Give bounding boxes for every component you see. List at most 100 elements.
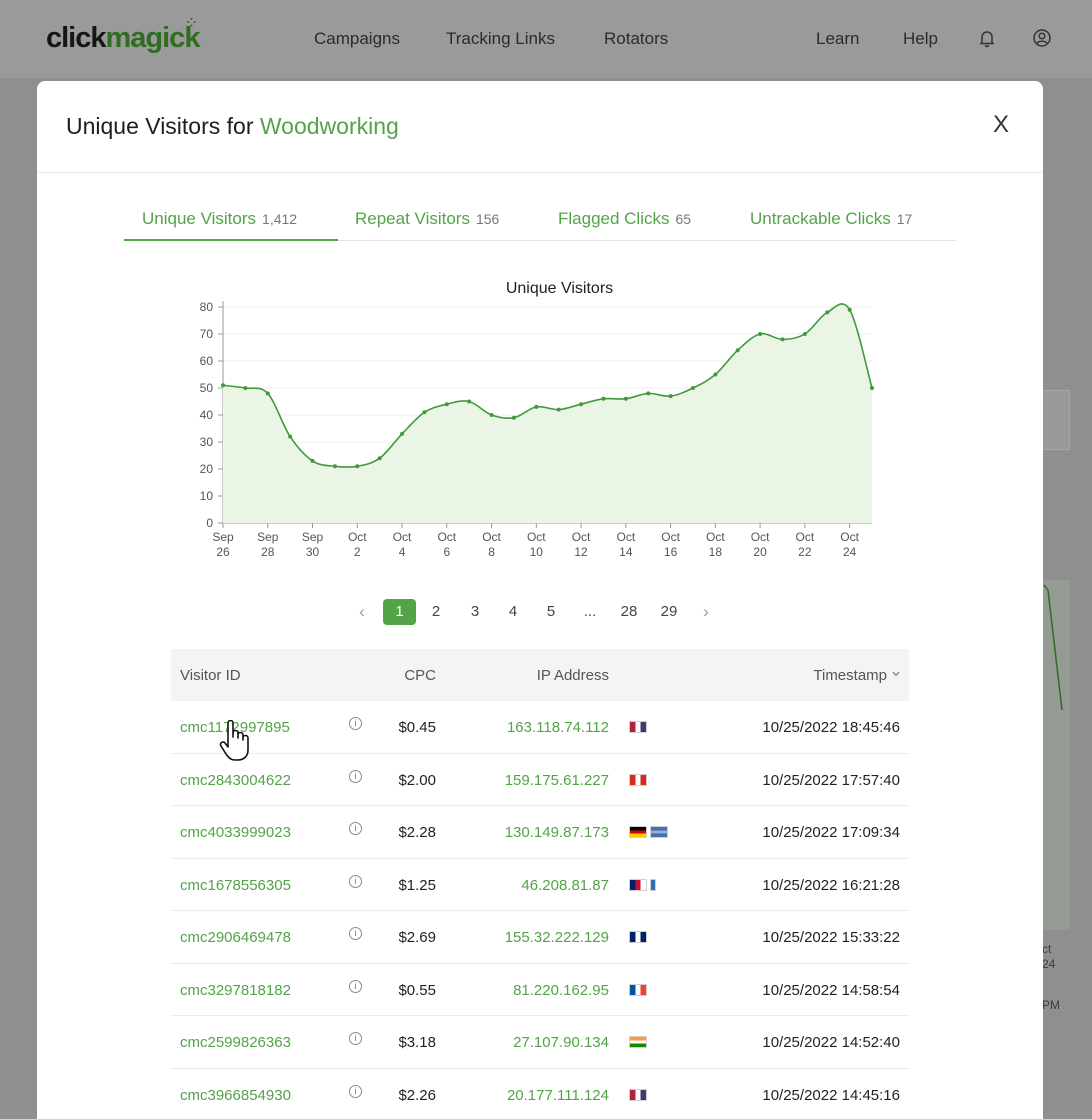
table-row: cmc3297818182 i $0.55 81.220.162.95 10/25/20… <box>171 964 909 1016</box>
table-row: cmc4033999023 i $2.28 130.149.87.173 10/25/2… <box>171 806 909 859</box>
background-axis-label: ct <box>1042 942 1052 956</box>
page-3-button[interactable]: 3 <box>470 603 480 620</box>
nav-rotators[interactable]: Rotators <box>604 29 669 48</box>
info-icon[interactable]: i <box>349 717 362 730</box>
header-cpc[interactable]: CPC <box>404 667 436 684</box>
visitor-id-link[interactable]: cmc3297818182 <box>180 981 291 999</box>
flag-mobile-icon <box>650 878 656 891</box>
page-29-button[interactable]: 29 <box>660 603 678 620</box>
table-row: cmc3966854930 i $2.26 20.177.111.124 10/25/2… <box>171 1069 909 1119</box>
tab-untrackable-clicks[interactable]: Untrackable Clicks 17 <box>750 209 913 228</box>
y-tick-label: 30 <box>200 435 214 449</box>
ip-address-link[interactable]: 159.175.61.227 <box>504 771 609 789</box>
header-visitor-id[interactable]: Visitor ID <box>180 667 241 684</box>
next-page-button[interactable]: › <box>703 602 709 621</box>
ip-address-link[interactable]: 46.208.81.87 <box>521 876 609 894</box>
info-icon[interactable]: i <box>349 927 362 940</box>
data-point <box>511 415 516 420</box>
table-row: cmc2599826363 i $3.18 27.107.90.134 10/25/20… <box>171 1016 909 1069</box>
nav-tracking-links[interactable]: Tracking Links <box>446 29 555 48</box>
data-point <box>825 310 830 315</box>
x-tick-label: Sep <box>212 530 234 544</box>
info-icon[interactable]: i <box>349 1032 362 1045</box>
timestamp-value: 10/25/2022 18:45:46 <box>762 719 900 736</box>
flag-de-icon <box>629 826 647 838</box>
header-ip-address[interactable]: IP Address <box>536 667 609 684</box>
flag-gb-icon <box>629 878 647 891</box>
tab-flagged-clicks[interactable]: Flagged Clicks 65 <box>558 209 692 228</box>
clickmagick-logo[interactable]: clickmagick ⁘ <box>46 16 200 54</box>
header-timestamp[interactable]: Timestamp <box>813 667 887 684</box>
visitor-id-link[interactable]: cmc4033999023 <box>180 824 291 841</box>
info-icon[interactable]: i <box>349 769 362 783</box>
data-point <box>556 407 561 412</box>
visitor-id-link[interactable]: cmc1172997895 <box>180 719 290 736</box>
flags <box>629 1088 647 1101</box>
page-5-button[interactable]: 5 <box>546 603 556 620</box>
flags <box>629 931 647 943</box>
ip-address-link[interactable]: 20.177.111.124 <box>506 1086 609 1104</box>
page-ellipsis: ... <box>583 603 597 620</box>
nav-help[interactable]: Help <box>903 29 938 48</box>
ip-address-link[interactable]: 163.118.74.112 <box>506 719 609 736</box>
y-tick-label: 40 <box>200 408 214 422</box>
visitor-id-link[interactable]: cmc1678556305 <box>180 876 291 894</box>
data-point <box>332 464 337 469</box>
ip-address-link[interactable]: 27.107.90.134 <box>513 1034 609 1051</box>
data-point <box>870 386 874 390</box>
info-icon[interactable]: i <box>349 1084 362 1098</box>
y-tick-label: 60 <box>200 354 214 368</box>
table-row: cmc1172997895 i $0.45 163.118.74.112 10/25/2… <box>171 701 909 754</box>
page-28-button[interactable]: 28 <box>620 603 638 620</box>
data-point <box>735 348 740 353</box>
x-tick-label: Oct <box>706 530 725 544</box>
cpc-value: $2.00 <box>398 771 436 789</box>
prev-page-button[interactable]: ‹ <box>359 602 365 621</box>
page-1-button[interactable]: 1 <box>383 599 416 625</box>
unique-visitors-modal: Unique Visitors for Woodworking X Unique… <box>37 81 1043 1119</box>
y-tick-label: 50 <box>200 381 214 395</box>
tab-repeat-visitors[interactable]: Repeat Visitors 156 <box>355 209 500 228</box>
nav-learn[interactable]: Learn <box>816 29 860 48</box>
page-2-button[interactable]: 2 <box>431 603 441 620</box>
pagination: ‹ 1 2 3 4 5 ... 28 29 › <box>347 599 727 627</box>
visitor-id-link[interactable]: cmc3966854930 <box>180 1086 291 1104</box>
background-axis-label: 24 <box>1042 957 1056 971</box>
data-point <box>377 456 382 461</box>
x-tick-label: 24 <box>843 545 857 559</box>
x-tick-label: 26 <box>216 545 230 559</box>
info-icon[interactable]: i <box>349 874 362 888</box>
x-tick-label: Oct <box>840 530 859 544</box>
chevron-down-icon[interactable] <box>892 671 900 677</box>
tab-unique-visitors[interactable]: Unique Visitors 1,412 <box>142 209 298 228</box>
flags <box>629 878 656 891</box>
table-row: cmc1678556305 i $1.25 46.208.81.87 10/25/202… <box>171 859 909 911</box>
bell-icon[interactable] <box>977 28 997 48</box>
data-point <box>690 386 695 390</box>
top-navigation: clickmagick ⁘ Campaigns Tracking Links R… <box>0 0 1092 78</box>
data-point <box>646 391 651 396</box>
visitor-tabs: Unique Visitors 1,412 Repeat Visitors 156 … <box>124 199 956 241</box>
nav-campaigns[interactable]: Campaigns <box>314 29 400 48</box>
user-circle-icon[interactable] <box>1032 28 1052 48</box>
close-button[interactable]: X <box>992 111 1009 138</box>
data-point <box>802 332 807 336</box>
data-point <box>444 402 449 407</box>
data-point <box>847 307 852 312</box>
visitor-id-link[interactable]: cmc2843004622 <box>180 771 291 789</box>
ip-address-link[interactable]: 81.220.162.95 <box>513 981 609 999</box>
x-tick-label: Oct <box>527 530 546 544</box>
visitor-id-link[interactable]: cmc2906469478 <box>180 929 291 946</box>
data-point <box>288 434 293 439</box>
x-tick-label: 16 <box>664 545 678 559</box>
data-point <box>780 337 785 342</box>
ip-address-link[interactable]: 130.149.87.173 <box>504 824 609 841</box>
info-icon[interactable]: i <box>349 822 362 835</box>
visitor-id-link[interactable]: cmc2599826363 <box>180 1034 291 1051</box>
flags <box>629 721 647 733</box>
x-tick-label: Oct <box>616 530 635 544</box>
timestamp-value: 10/25/2022 17:57:40 <box>762 771 900 789</box>
page-4-button[interactable]: 4 <box>508 603 518 620</box>
ip-address-link[interactable]: 155.32.222.129 <box>504 929 609 946</box>
info-icon[interactable]: i <box>349 979 362 993</box>
